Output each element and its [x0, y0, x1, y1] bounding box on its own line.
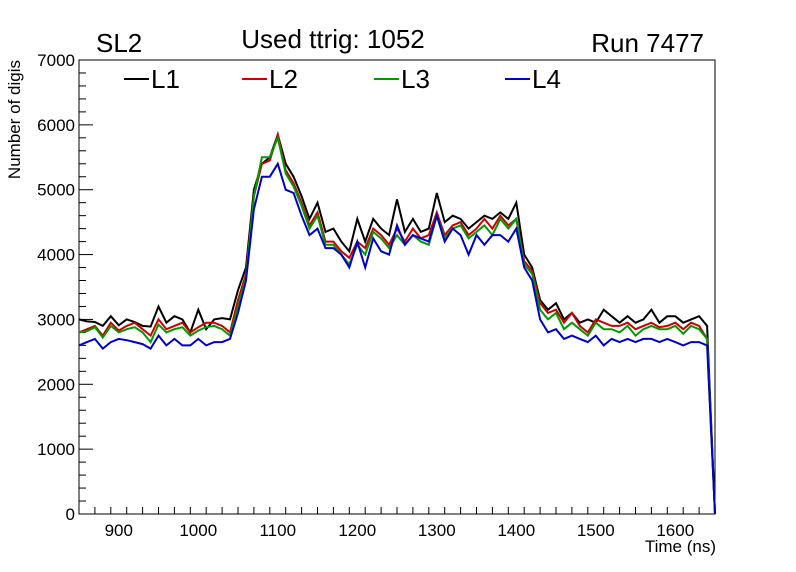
- y-tick-label: 5000: [37, 181, 75, 200]
- x-tick-label: 1300: [418, 521, 456, 540]
- y-tick-label: 7000: [37, 51, 75, 70]
- y-tick-label: 0: [66, 505, 75, 524]
- x-tick-label: 1400: [497, 521, 535, 540]
- series-line-l3: [78, 134, 716, 515]
- x-tick-label: 1600: [656, 521, 694, 540]
- header-left: SL2: [96, 28, 142, 58]
- series-line-l4: [78, 161, 716, 515]
- y-tick-label: 4000: [37, 246, 75, 265]
- series-group: [78, 130, 716, 515]
- x-axis-title: Time (ns): [645, 537, 716, 556]
- series-line-l1: [78, 131, 716, 515]
- legend-label: L1: [151, 64, 180, 94]
- x-tick-label: 1100: [259, 521, 296, 540]
- y-tick-label: 6000: [37, 116, 75, 135]
- legend-label: L2: [269, 64, 298, 94]
- y-axis-title: Number of digis: [5, 60, 24, 179]
- header-right: Run 7477: [591, 28, 704, 58]
- y-tick-label: 2000: [37, 375, 75, 394]
- legend: L1 L2 L3 L4: [124, 64, 561, 94]
- x-tick-label: 900: [105, 521, 133, 540]
- axis-ticks: [79, 72, 716, 514]
- tick-labels: 900 1000 1100 1200 1300 1400 1500 1600 0 1000 2000…: [37, 51, 694, 540]
- plot-frame: [78, 59, 716, 515]
- header-center: Used ttrig: 1052: [241, 24, 425, 54]
- legend-label: L4: [532, 64, 561, 94]
- series-line-l2: [78, 130, 716, 515]
- y-tick-label: 1000: [37, 440, 75, 459]
- legend-label: L3: [401, 64, 430, 94]
- x-tick-label: 1200: [338, 521, 376, 540]
- x-tick-label: 1000: [179, 521, 217, 540]
- y-tick-label: 3000: [37, 310, 75, 329]
- x-tick-label: 1500: [577, 521, 615, 540]
